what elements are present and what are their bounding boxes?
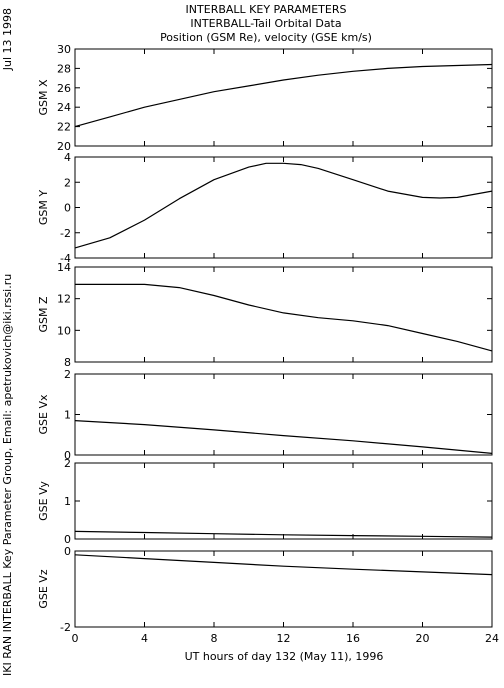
series-line: [74, 530, 493, 538]
panel-3: 8 10 12 14 GSM Z: [37, 261, 493, 369]
y-axis-label: GSE Vx: [37, 394, 50, 434]
y-tick-label: 10: [57, 324, 71, 337]
series-line: [74, 554, 493, 576]
x-tick-label: 8: [211, 632, 218, 645]
series-line: [75, 283, 493, 352]
y-tick-label: 20: [57, 140, 71, 153]
x-axis-label: UT hours of day 132 (May 11), 1996: [185, 650, 384, 663]
side-date-label: Jul 13 1998: [1, 8, 14, 71]
panel-6: -2 0 GSE Vz: [37, 545, 493, 634]
panel-frame: [74, 373, 493, 456]
y-tick-label: 28: [57, 62, 71, 75]
y-axis-label: GSM Z: [37, 296, 50, 332]
y-tick-label: -2: [60, 621, 71, 634]
y-tick-label: 14: [57, 261, 71, 274]
series-line: [74, 162, 493, 249]
chart-title-line-1: INTERBALL KEY PARAMETERS: [186, 3, 347, 16]
y-tick-label: 30: [57, 43, 71, 56]
y-tick-label: 8: [64, 356, 71, 369]
chart-title-line-3: Position (GSM Re), velocity (GSE km/s): [160, 31, 372, 44]
y-tick-label: 2: [64, 457, 71, 470]
series-line: [74, 63, 493, 128]
panel-4: 0 1 2 GSE Vx: [37, 368, 493, 462]
y-tick-label: 1: [64, 409, 71, 422]
y-tick-label: -4: [60, 252, 71, 265]
x-tick-label: 16: [346, 632, 360, 645]
y-tick-label: 0: [64, 449, 71, 462]
panel-2: -4 -2 0 2 4 GSM Y: [37, 151, 493, 265]
y-tick-label: 22: [57, 121, 71, 134]
y-tick-label: 0: [64, 533, 71, 546]
y-tick-label: 1: [64, 495, 71, 508]
y-axis-label: GSE Vy: [37, 481, 50, 521]
y-tick-label: 2: [64, 176, 71, 189]
y-tick-label: 12: [57, 293, 71, 306]
x-tick-label: 4: [141, 632, 148, 645]
x-tick-label: 20: [416, 632, 430, 645]
y-tick-label: 2: [64, 368, 71, 381]
panel-1: 20 22 24 26 28 30 GSM X: [37, 43, 493, 153]
y-axis-label: GSM Y: [37, 190, 50, 225]
y-axis-label: GSM X: [37, 79, 50, 115]
panel-5: 0 1 2 GSE Vy: [37, 457, 493, 546]
panel-frame: [74, 266, 493, 363]
side-credit-label: IKI RAN INTERBALL Key Parameter Group, E…: [1, 274, 14, 676]
panel-frame: [74, 156, 493, 259]
y-tick-label: 26: [57, 82, 71, 95]
panel-frame: [74, 550, 493, 628]
y-tick-label: 4: [64, 151, 71, 164]
y-tick-label: -2: [60, 227, 71, 240]
x-tick-label: 24: [485, 632, 499, 645]
panel-frame: [74, 462, 493, 540]
y-tick-label: 0: [64, 202, 71, 215]
chart-title-line-2: INTERBALL-Tail Orbital Data: [190, 17, 341, 30]
x-tick-label: 12: [277, 632, 291, 645]
y-tick-label: 24: [57, 101, 71, 114]
series-line: [74, 420, 493, 454]
panel-frame: [74, 48, 493, 147]
y-tick-label: 0: [64, 545, 71, 558]
x-tick-label: 0: [72, 632, 79, 645]
y-axis-label: GSE Vz: [37, 569, 50, 608]
